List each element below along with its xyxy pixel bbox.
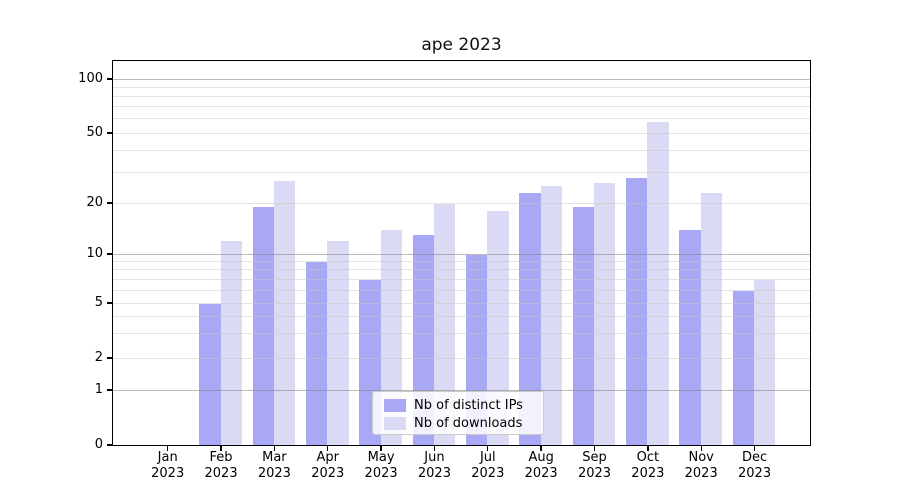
x-tick-dec: [753, 445, 756, 451]
y-tick-label-20: 20: [86, 195, 103, 210]
legend-label-0: Nb of distinct IPs: [414, 397, 523, 413]
y-tick-label-1: 1: [94, 382, 103, 397]
gridline-6: [113, 289, 810, 291]
bar-apr-downloads: [327, 241, 349, 445]
gridline-10: [113, 253, 810, 255]
y-tick-100: [106, 78, 112, 80]
gridline-5: [113, 302, 810, 304]
gridline-7: [113, 278, 810, 280]
gridline-2: [113, 357, 810, 359]
y-tick-50: [106, 132, 112, 134]
x-tick-apr: [327, 445, 329, 451]
x-tick-jul: [487, 445, 489, 451]
y-tick-10: [106, 253, 112, 255]
x-tick-label-nov: Nov 2023: [684, 450, 718, 481]
bar-apr-ips: [305, 261, 328, 445]
y-tick-5: [106, 302, 112, 304]
bar-nov-ips: [679, 229, 701, 445]
bar-oct-downloads: [647, 121, 669, 445]
x-tick-jan: [167, 445, 169, 451]
gridline-40: [113, 149, 810, 151]
gridline-8: [113, 269, 810, 271]
chart-title: ape 2023: [421, 35, 502, 55]
gridline-20: [113, 202, 810, 204]
x-tick-may: [380, 445, 382, 451]
bar-sep-downloads: [594, 183, 616, 445]
gridline-60: [113, 118, 810, 120]
gridline-50: [113, 132, 810, 134]
x-tick-sep: [593, 445, 596, 451]
x-tick-label-mar: Mar 2023: [257, 450, 291, 481]
gridline-80: [113, 95, 810, 97]
x-tick-label-jun: Jun 2023: [417, 450, 451, 481]
plot-area: [112, 60, 811, 446]
bar-jun-downloads: [433, 203, 456, 445]
y-tick-1: [106, 389, 112, 391]
x-tick-label-jan: Jan 2023: [151, 450, 185, 481]
y-tick-2: [106, 357, 112, 359]
bar-oct-ips: [626, 177, 648, 445]
x-tick-jun: [433, 445, 436, 451]
gridline-90: [113, 86, 810, 88]
bar-dec-ips: [732, 290, 755, 445]
bar-sep-ips: [572, 207, 594, 445]
bar-aug-ips: [519, 192, 541, 445]
y-tick-label-50: 50: [86, 125, 103, 140]
legend-swatch-1: [384, 416, 406, 430]
bar-mar-ips: [252, 207, 274, 445]
x-tick-oct: [647, 445, 649, 451]
bar-feb-downloads: [220, 241, 242, 445]
gridline-100: [113, 78, 810, 80]
y-tick-0: [106, 444, 112, 446]
x-tick-aug: [540, 445, 542, 451]
legend-label-1: Nb of downloads: [414, 415, 523, 431]
gridline-9: [113, 260, 810, 262]
bar-nov-downloads: [700, 192, 722, 445]
bar-mar-downloads: [273, 180, 296, 445]
gridline-1: [113, 389, 810, 391]
x-tick-label-sep: Sep 2023: [577, 450, 612, 481]
y-tick-label-5: 5: [94, 295, 103, 310]
legend-entry-0: Nb of distinct IPs: [373, 396, 543, 414]
y-tick-label-100: 100: [78, 71, 103, 86]
bar-aug-downloads: [540, 186, 562, 445]
legend: Nb of distinct IPs Nb of downloads: [372, 391, 544, 435]
x-tick-label-jul: Jul 2023: [471, 450, 505, 481]
x-tick-label-apr: Apr 2023: [311, 450, 345, 481]
x-tick-feb: [220, 445, 222, 451]
gridline-70: [113, 106, 810, 108]
gridline-4: [113, 315, 810, 317]
bar-feb-ips: [199, 303, 221, 445]
legend-swatch-0: [384, 398, 406, 412]
y-tick-label-0: 0: [94, 437, 103, 452]
y-tick-label-2: 2: [94, 350, 103, 365]
legend-entry-1: Nb of downloads: [373, 414, 543, 432]
x-tick-mar: [273, 445, 276, 451]
x-tick-label-dec: Dec 2023: [738, 450, 772, 481]
y-tick-label-10: 10: [86, 246, 103, 261]
gridline-30: [113, 171, 810, 173]
x-tick-label-oct: Oct 2023: [631, 450, 665, 481]
x-tick-label-may: May 2023: [364, 450, 398, 481]
x-tick-label-aug: Aug 2023: [524, 450, 558, 481]
gridline-3: [113, 333, 810, 335]
y-tick-20: [106, 202, 112, 204]
x-tick-label-feb: Feb 2023: [204, 450, 238, 481]
bar-dec-downloads: [754, 279, 776, 445]
x-tick-nov: [700, 445, 702, 451]
